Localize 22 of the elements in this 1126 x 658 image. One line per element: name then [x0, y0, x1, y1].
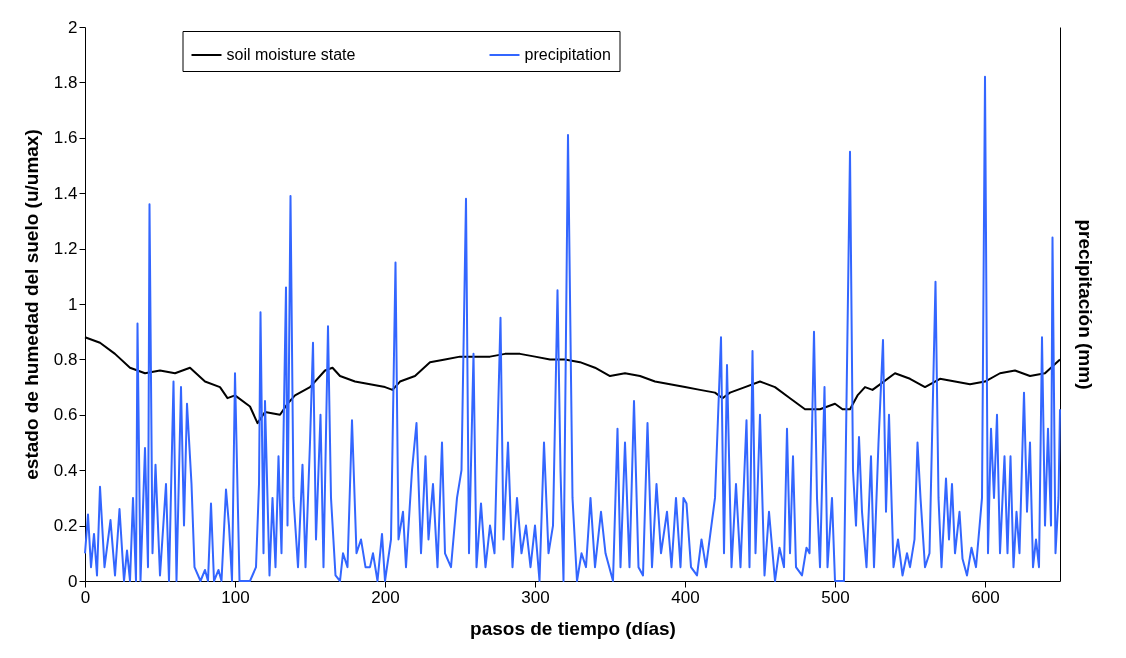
y2-axis-title: precipitación (mm): [1074, 219, 1096, 390]
y-axis-title: estado de humedad del suelo (u/umax): [20, 129, 42, 480]
y-tick-label: 1.2: [53, 239, 78, 259]
x-tick-label: 100: [221, 587, 250, 607]
y-tick-label: 1.4: [53, 183, 78, 203]
legend-label: precipitation: [524, 46, 611, 63]
y-tick-label: 1.8: [53, 72, 78, 92]
x-axis-title: pasos de tiempo (días): [470, 617, 676, 639]
y-tick-label: 2: [68, 17, 78, 37]
y-tick-label: 0.2: [53, 516, 78, 536]
y-tick-label: 0.4: [53, 460, 78, 480]
x-tick-label: 400: [671, 587, 700, 607]
x-tick-label: 600: [971, 587, 1000, 607]
y-tick-label: 0.6: [53, 405, 78, 425]
x-tick-label: 300: [521, 587, 550, 607]
legend-label: soil moisture state: [226, 46, 356, 63]
y-tick-label: 1: [68, 294, 78, 314]
y-tick-label: 0.8: [53, 349, 78, 369]
y-tick-label: 1.6: [53, 128, 78, 148]
x-tick-label: 500: [821, 587, 850, 607]
x-tick-label: 200: [371, 587, 400, 607]
y-tick-label: 0: [68, 571, 78, 591]
